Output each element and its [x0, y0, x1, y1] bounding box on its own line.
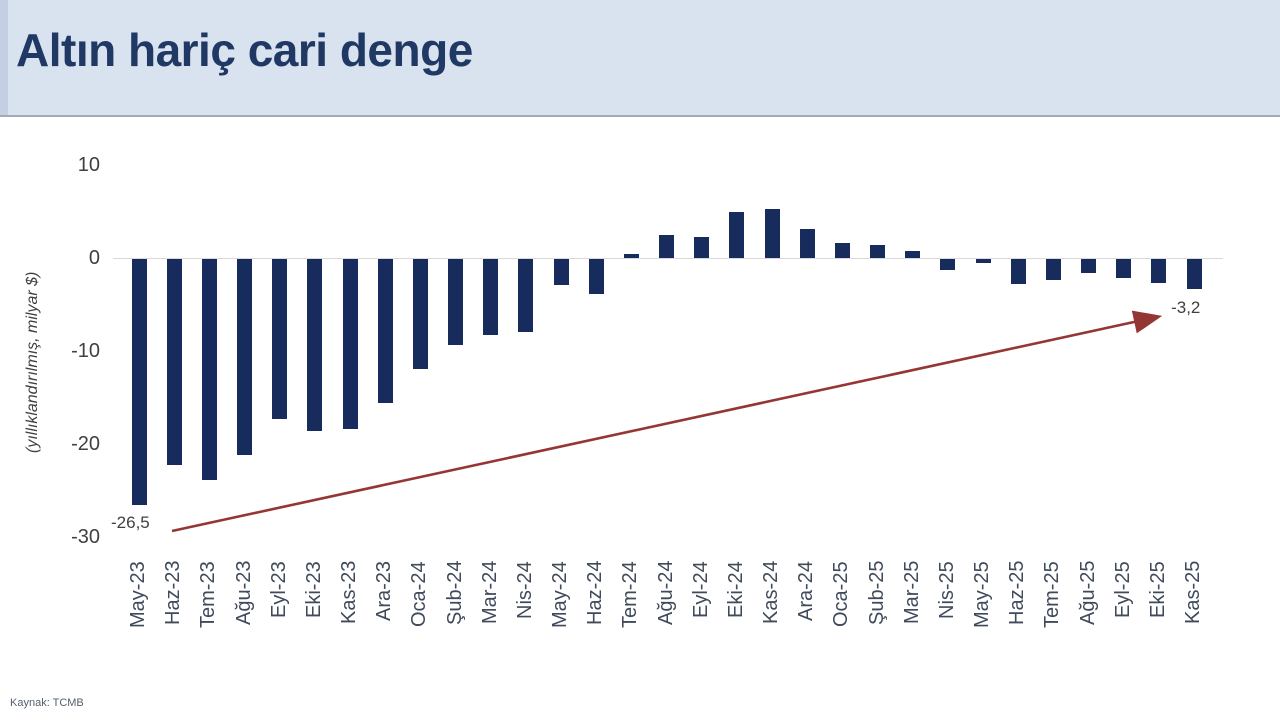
bar-chart: 10 0 -10 -20 -30 May-23 Haz-23 Tem-23 Ağu-23 Eyl-… [0, 117, 1280, 720]
y-tick-label: 0 [88, 247, 100, 269]
data-label-Kas-25: -3,2 [1171, 297, 1201, 317]
x-tick-label: May-23 [127, 561, 149, 628]
x-tick-label: Eki-23 [302, 561, 325, 618]
bar-Şub-24 [448, 259, 464, 345]
bar-Tem-25 [1045, 259, 1061, 281]
x-tick-label: Eki-25 [1146, 561, 1169, 618]
x-tick-label: Eki-24 [724, 561, 747, 618]
x-tick-label: Kas-23 [338, 561, 361, 625]
bar-Eki-24 [729, 212, 745, 258]
x-tick-label: Eyl-24 [689, 561, 712, 618]
x-tick-label: Eyl-23 [267, 561, 290, 618]
x-tick-label: Eyl-25 [1111, 561, 1134, 618]
y-tick-label: -10 [71, 340, 100, 362]
y-tick-label: 10 [77, 154, 100, 176]
bar-Kas-23 [342, 259, 358, 430]
zero-axis-line [113, 258, 1223, 259]
x-tick-label: Tem-25 [1041, 561, 1064, 628]
bar-Oca-24 [412, 259, 428, 369]
x-tick-label: Tem-24 [619, 561, 642, 628]
chart-header: Altın hariç cari denge [0, 0, 1280, 117]
x-tick-label: Oca-25 [830, 561, 853, 627]
bar-Haz-23 [166, 259, 182, 465]
x-tick-label: Ara-23 [373, 561, 396, 622]
left-edge-gutter [0, 0, 8, 115]
bar-Haz-25 [1010, 259, 1026, 285]
x-tick-label: May-24 [549, 561, 572, 628]
bar-Kas-25 [1186, 259, 1202, 289]
x-tick-label: Mar-24 [478, 561, 501, 625]
chart-title: Altın hariç cari denge [16, 24, 473, 76]
bar-Mar-24 [483, 259, 499, 336]
y-tick-label: -30 [71, 526, 100, 548]
y-axis-title: (yıllıklandırılmış, milyar $) [24, 271, 41, 454]
bar-Ağu-24 [659, 234, 675, 258]
bar-Tem-24 [623, 254, 639, 258]
bar-May-23 [131, 259, 147, 506]
x-tick-label: May-25 [971, 561, 994, 628]
x-tick-label: Kas-24 [760, 561, 783, 625]
bar-Eyl-24 [694, 236, 710, 258]
bar-Nis-25 [940, 259, 956, 271]
bar-Ara-24 [799, 229, 815, 258]
bar-Nis-24 [518, 259, 534, 333]
x-tick-label: Kas-25 [1182, 561, 1205, 625]
bar-Kas-24 [764, 208, 780, 258]
x-tick-label: Tem-23 [197, 561, 220, 628]
x-tick-label: Haz-25 [1006, 561, 1029, 626]
bar-Tem-23 [201, 259, 217, 481]
bar-May-24 [553, 259, 569, 286]
bar-Mar-25 [905, 250, 921, 258]
bar-Şub-25 [870, 244, 886, 258]
x-tick-label: Şub-25 [865, 561, 888, 626]
bar-Eki-25 [1151, 259, 1167, 284]
x-tick-label: Nis-25 [935, 561, 958, 619]
bar-Haz-24 [588, 259, 604, 295]
x-tick-label: Nis-24 [513, 561, 536, 619]
bar-Oca-25 [834, 243, 850, 258]
x-tick-label: Ağu-24 [654, 561, 677, 626]
bar-Ağu-23 [237, 259, 252, 456]
bar-Ara-23 [377, 259, 393, 404]
x-tick-label: Ara-24 [795, 561, 818, 622]
x-tick-label: Oca-24 [408, 561, 431, 627]
x-tick-label: Haz-23 [162, 561, 185, 626]
x-tick-label: Ağu-25 [1076, 561, 1099, 626]
bar-Ağu-25 [1081, 259, 1097, 273]
x-tick-label: Ağu-23 [232, 561, 255, 626]
data-label-May-23: -26,5 [111, 513, 150, 533]
bar-Eyl-23 [272, 259, 288, 419]
bar-May-25 [975, 259, 991, 263]
bar-Eki-23 [307, 259, 323, 432]
y-tick-label: -20 [71, 433, 100, 455]
bar-Eyl-25 [1116, 259, 1132, 278]
source-label: Kaynak: TCMB [10, 697, 84, 709]
x-tick-label: Şub-24 [443, 561, 466, 626]
x-tick-label: Mar-25 [900, 561, 923, 625]
x-tick-label: Haz-24 [584, 561, 607, 626]
